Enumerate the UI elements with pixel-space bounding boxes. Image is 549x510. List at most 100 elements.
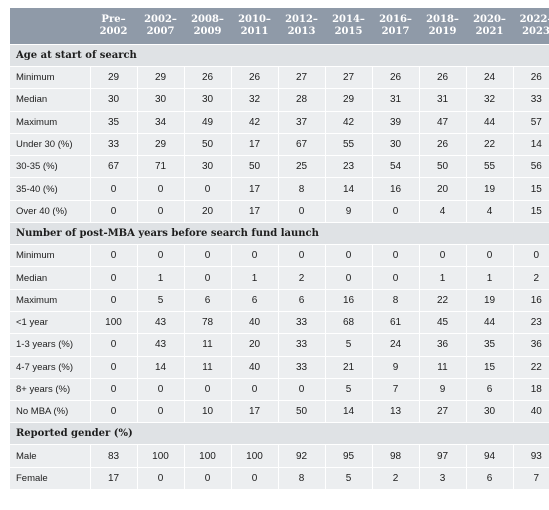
table-row: 35-40 (%) 0 0 0 17 8 14 16 20 19 15 (10, 177, 549, 201)
table-cell: 26 (183, 65, 231, 89)
row-label: Median (10, 266, 90, 290)
column-header-line2: 2021 (475, 26, 504, 37)
table-cell: 1 (136, 266, 184, 290)
table-cell: 7 (512, 466, 549, 490)
table-cell: 14 (136, 355, 184, 379)
table-cell: 94 (465, 444, 513, 468)
table-cell: 19 (465, 177, 513, 201)
table-cell: 0 (277, 199, 325, 223)
table-cell: 50 (183, 132, 231, 156)
table-cell: 67 (277, 132, 325, 156)
row-label: <1 year (10, 310, 90, 334)
table-cell: 71 (136, 155, 184, 178)
table-cell: 40 (512, 400, 549, 423)
table-cell: 8 (371, 288, 419, 312)
table-cell: 32 (465, 88, 513, 112)
table-cell: 29 (136, 65, 184, 89)
row-label: 35-40 (%) (10, 177, 90, 201)
table-cell: 100 (183, 444, 231, 468)
column-header-line1: 2010– (238, 14, 271, 25)
table-cell: 17 (230, 400, 278, 423)
column-header-line2: 2013 (287, 26, 316, 37)
table-row: Female 17 0 0 0 8 5 2 3 6 7 (10, 466, 549, 490)
row-label: Under 30 (%) (10, 132, 90, 156)
section-title: Number of post-MBA years before search f… (10, 222, 549, 245)
table-cell: 26 (418, 65, 466, 89)
table-cell: 1 (465, 266, 513, 290)
row-label: Minimum (10, 244, 90, 267)
table-cell: 40 (230, 310, 278, 334)
table-cell: 61 (371, 310, 419, 334)
table-cell: 4 (465, 199, 513, 223)
table-cell: 0 (277, 244, 325, 267)
table-cell: 6 (465, 466, 513, 490)
table-cell: 0 (136, 199, 184, 223)
table-cell: 0 (136, 466, 184, 490)
table-cell: 55 (324, 132, 372, 156)
row-label: No MBA (%) (10, 400, 90, 423)
table-cell: 17 (230, 199, 278, 223)
table-cell: 2 (371, 466, 419, 490)
row-label: Maximum (10, 288, 90, 312)
row-label: 8+ years (%) (10, 377, 90, 401)
table-cell: 16 (512, 288, 549, 312)
section-header-row: Reported gender (%) (10, 422, 549, 445)
table-row: Minimum 0 0 0 0 0 0 0 0 0 0 (10, 244, 549, 267)
table-cell: 97 (418, 444, 466, 468)
table-cell: 50 (230, 155, 278, 178)
table-cell: 100 (136, 444, 184, 468)
table-cell: 17 (89, 466, 137, 490)
row-label: Median (10, 88, 90, 112)
column-header-line2: 2007 (146, 26, 175, 37)
table-cell: 0 (183, 466, 231, 490)
table-cell: 39 (371, 110, 419, 134)
table-row: Over 40 (%) 0 0 20 17 0 9 0 4 4 15 (10, 199, 549, 223)
table-cell: 27 (418, 400, 466, 423)
table-cell: 10 (183, 400, 231, 423)
table-cell: 13 (371, 400, 419, 423)
column-header-line2: 2023 (522, 26, 549, 37)
table-cell: 5 (324, 377, 372, 401)
table-cell: 30 (371, 132, 419, 156)
table-cell: 17 (230, 132, 278, 156)
row-label: 30-35 (%) (10, 155, 90, 178)
table-cell: 23 (512, 310, 549, 334)
table-cell: 92 (277, 444, 325, 468)
table-cell: 9 (324, 199, 372, 223)
table-cell: 47 (418, 110, 466, 134)
table-row: Minimum 29 29 26 26 27 27 26 26 24 26 (10, 65, 549, 89)
header-corner (10, 8, 90, 45)
column-header-line1: 2014– (332, 14, 365, 25)
table-cell: 28 (277, 88, 325, 112)
table-cell: 0 (89, 333, 137, 357)
table-cell: 57 (512, 110, 549, 134)
table-cell: 29 (89, 65, 137, 89)
table-cell: 0 (89, 400, 137, 423)
table-cell: 0 (324, 244, 372, 267)
table-cell: 42 (230, 110, 278, 134)
table-cell: 40 (230, 355, 278, 379)
row-label: 4-7 years (%) (10, 355, 90, 379)
table-cell: 14 (512, 132, 549, 156)
row-label: Female (10, 466, 90, 490)
table-cell: 33 (277, 355, 325, 379)
table-cell: 32 (230, 88, 278, 112)
table-cell: 43 (136, 333, 184, 357)
table-cell: 27 (324, 65, 372, 89)
table-cell: 0 (277, 377, 325, 401)
column-header-line1: 2008– (191, 14, 224, 25)
table-row: Under 30 (%) 33 29 50 17 67 55 30 26 22 14 (10, 132, 549, 156)
table-cell: 6 (465, 377, 513, 401)
table-cell: 0 (183, 266, 231, 290)
table-cell: 2 (512, 266, 549, 290)
table-cell: 33 (89, 132, 137, 156)
table-cell: 18 (512, 377, 549, 401)
table-row: 4-7 years (%) 0 14 11 40 33 21 9 11 15 22 (10, 355, 549, 379)
table-cell: 0 (371, 266, 419, 290)
table-cell: 36 (512, 333, 549, 357)
row-label: Minimum (10, 65, 90, 89)
table-cell: 22 (465, 132, 513, 156)
table-cell: 1 (230, 266, 278, 290)
table-cell: 29 (324, 88, 372, 112)
table-cell: 0 (183, 377, 231, 401)
